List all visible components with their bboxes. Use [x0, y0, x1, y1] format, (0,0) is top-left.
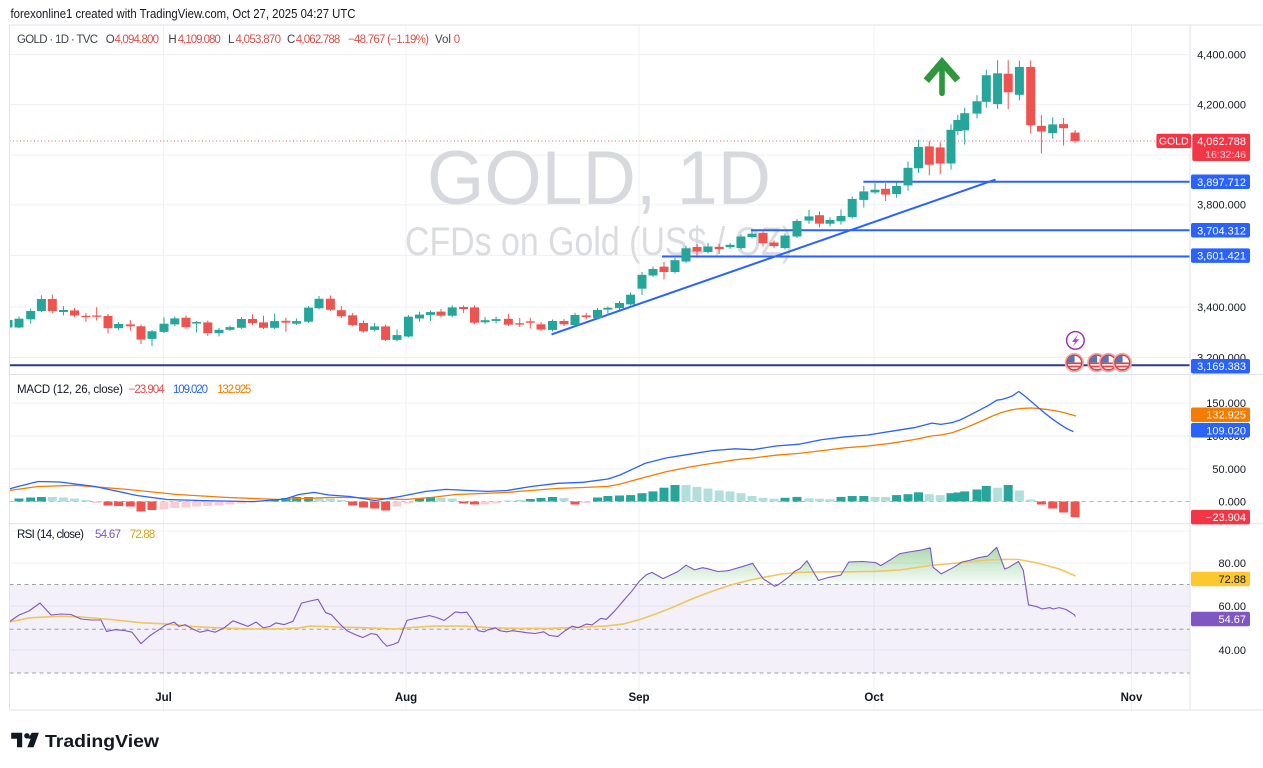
svg-text:150.000: 150.000 [1206, 398, 1246, 410]
svg-text:−23.904: −23.904 [1206, 512, 1246, 524]
svg-text:4,400.000: 4,400.000 [1197, 50, 1246, 62]
svg-text:50.000: 50.000 [1212, 464, 1246, 476]
svg-text:GOLD, 1D: GOLD, 1D [427, 136, 771, 221]
svg-text:54.67: 54.67 [1218, 614, 1246, 626]
svg-text:Aug: Aug [395, 692, 417, 704]
svg-text:132.925: 132.925 [1206, 410, 1246, 422]
svg-text:60.00: 60.00 [1218, 601, 1246, 613]
svg-text:TradingView: TradingView [45, 731, 159, 751]
svg-text:Sep: Sep [628, 692, 649, 704]
svg-text:3,704.312: 3,704.312 [1197, 225, 1246, 237]
svg-text:3,400.000: 3,400.000 [1197, 302, 1246, 314]
svg-text:4,200.000: 4,200.000 [1197, 100, 1246, 112]
svg-text:Oct: Oct [864, 692, 883, 704]
svg-text:3,601.421: 3,601.421 [1197, 251, 1246, 263]
svg-text:0.000: 0.000 [1218, 497, 1246, 509]
svg-text:Nov: Nov [1121, 692, 1143, 704]
svg-text:16:32:46: 16:32:46 [1205, 149, 1246, 161]
svg-text:40.00: 40.00 [1218, 645, 1246, 657]
svg-text:3,897.712: 3,897.712 [1197, 177, 1246, 189]
svg-text:forexonline1 created with Trad: forexonline1 created with TradingView.co… [11, 6, 356, 21]
svg-text:GOLD: GOLD [1159, 136, 1189, 148]
svg-text:4,062.788: 4,062.788 [1197, 136, 1246, 148]
svg-text:109.020: 109.020 [1206, 425, 1246, 437]
svg-text:80.00: 80.00 [1218, 558, 1246, 570]
svg-text:3,169.383: 3,169.383 [1197, 361, 1246, 373]
svg-text:Jul: Jul [155, 692, 172, 704]
svg-text:3,800.000: 3,800.000 [1197, 200, 1246, 212]
svg-text:72.88: 72.88 [1218, 574, 1246, 586]
